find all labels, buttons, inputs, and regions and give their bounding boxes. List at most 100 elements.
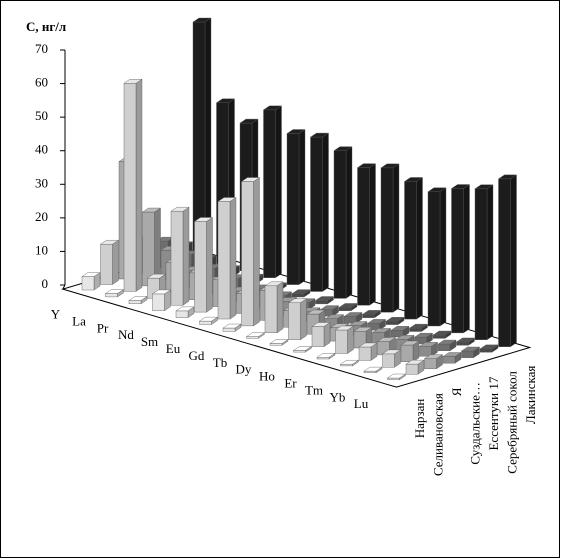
bar-top — [316, 353, 336, 358]
bar-side — [298, 129, 306, 285]
bar — [141, 207, 162, 287]
bar — [193, 217, 214, 313]
bar-front — [387, 377, 400, 380]
bar — [104, 289, 125, 298]
bar-front — [419, 346, 432, 357]
bar — [314, 296, 335, 305]
bar — [380, 163, 400, 313]
bar-top — [292, 346, 313, 351]
series-label: Лакинская — [523, 366, 538, 424]
bar-front — [385, 321, 399, 325]
bar-top — [193, 217, 214, 222]
bar-front — [474, 188, 488, 341]
bar-top — [455, 337, 476, 343]
wall-edge — [62, 284, 66, 290]
bar-front — [291, 293, 305, 298]
bar-front — [358, 346, 372, 361]
bar-front — [241, 181, 254, 327]
bar-top — [437, 339, 457, 345]
bar-top — [286, 129, 306, 134]
bar — [460, 346, 481, 359]
bar-top — [240, 177, 261, 182]
bar-front — [333, 150, 347, 299]
bar-front — [128, 300, 142, 305]
bar-front — [199, 320, 212, 325]
bar-top — [215, 98, 236, 103]
x-tick-label: Dy — [236, 362, 252, 377]
y-tick-label: 0 — [42, 276, 49, 291]
bar — [240, 177, 261, 327]
bar — [413, 332, 434, 345]
bar-top — [192, 17, 212, 23]
bar-top — [309, 132, 330, 138]
bar-side — [439, 187, 447, 327]
bar-side — [392, 163, 400, 313]
x-tick-label: Tm — [305, 382, 323, 397]
bar-top — [239, 118, 259, 124]
bar — [366, 319, 387, 331]
bar-top — [269, 339, 289, 344]
bar-front — [152, 293, 165, 311]
bar-top — [497, 174, 518, 180]
bar-side — [275, 105, 282, 279]
bar-front — [404, 181, 417, 320]
bar-side — [416, 177, 423, 320]
bar — [358, 342, 378, 361]
y-tick-label: 40 — [35, 142, 48, 157]
bar-top — [371, 328, 392, 333]
series-label: Суздальские… — [467, 382, 482, 464]
bar-top — [356, 163, 377, 168]
bar — [175, 306, 195, 318]
bar — [291, 289, 311, 298]
bar-front — [263, 109, 276, 278]
bar-top — [400, 340, 420, 346]
bar-top — [146, 273, 167, 279]
bar-top — [141, 207, 162, 213]
bar-top — [311, 322, 331, 327]
bar-top — [385, 317, 405, 322]
bar-top — [128, 296, 148, 301]
bar-side — [510, 174, 517, 348]
y-tick-label: 70 — [35, 41, 48, 56]
bar-top — [99, 240, 120, 245]
bar — [81, 272, 101, 291]
bar-side — [463, 184, 470, 334]
bar-front — [335, 329, 348, 354]
bar-front — [405, 363, 419, 375]
bar-front — [194, 221, 207, 313]
bar-front — [123, 83, 137, 292]
bar-front — [217, 201, 231, 320]
x-tick-label: Er — [284, 375, 297, 390]
bar-top — [343, 312, 363, 317]
bar — [408, 323, 429, 332]
bar-top — [198, 316, 219, 322]
bar — [386, 373, 407, 381]
bar-front — [409, 327, 422, 332]
bar-front — [363, 370, 377, 374]
bar-top — [408, 323, 429, 329]
bar-front — [498, 178, 511, 347]
bar-front — [432, 334, 446, 339]
bar — [432, 330, 452, 339]
bar-front — [264, 285, 278, 333]
x-tick-label: Yb — [330, 389, 346, 404]
bar-front — [310, 136, 323, 292]
y-tick-label: 30 — [35, 175, 48, 190]
bar-top — [361, 310, 382, 315]
bar-top — [363, 366, 383, 372]
bar-side — [276, 281, 284, 334]
bar-front — [246, 336, 259, 339]
bar-front — [105, 293, 118, 298]
bar-top — [432, 330, 452, 336]
bar — [217, 197, 237, 320]
bar-top — [339, 360, 360, 365]
series-label: Нарзан — [412, 399, 427, 439]
bar-front — [382, 353, 395, 368]
bar-side — [112, 239, 119, 285]
x-tick-label: Gd — [189, 348, 205, 363]
bar-top — [395, 335, 415, 340]
bar-top — [390, 326, 410, 331]
bar-top — [334, 325, 355, 331]
bar-top — [338, 303, 358, 308]
